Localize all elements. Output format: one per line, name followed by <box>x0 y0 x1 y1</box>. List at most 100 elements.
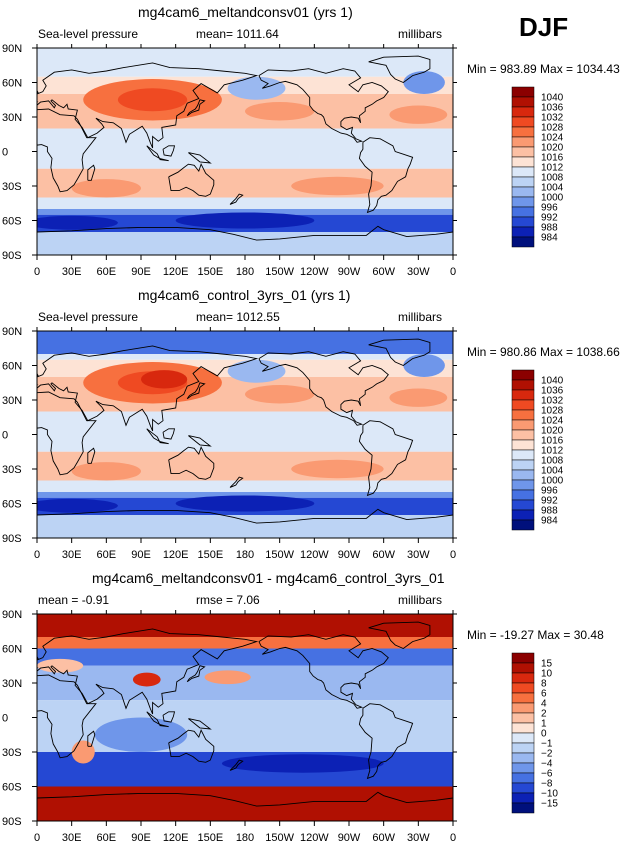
blob-southern-low <box>175 495 315 512</box>
y-tick-label: 30N <box>2 112 22 124</box>
blob-tibet-positive <box>132 672 161 687</box>
colorbar-level-label: 1012 <box>541 446 564 457</box>
y-tick-label: 60N <box>2 644 22 656</box>
colorbar-swatch <box>511 499 535 511</box>
x-tick-label: 0 <box>34 832 40 844</box>
blob-pacific-high <box>244 102 315 121</box>
colorbar-level-label: −15 <box>541 799 558 810</box>
colorbar-swatch <box>511 509 535 521</box>
x-tick-label: 120E <box>163 832 189 844</box>
colorbar-swatch <box>511 136 535 148</box>
panel-2-title: mg4cam6_control_3yrs_01 (yrs 1) <box>138 287 351 303</box>
colorbar-swatch <box>511 116 535 128</box>
y-tick-label: 90N <box>2 609 22 621</box>
field-band-antarctica <box>37 232 453 255</box>
coastline-2 <box>168 163 215 197</box>
y-tick-label: 60N <box>2 78 22 90</box>
map-panel-2: 0 30E 60E 90E 120E 150E 180 150W 120W 90W 60W 30W 09… <box>2 326 457 561</box>
field-band-tropic-diff <box>37 700 453 752</box>
field-band-south-storm-edge <box>37 492 453 498</box>
y-tick-label: 0 <box>2 147 8 159</box>
coastline-2 <box>168 446 215 480</box>
colorbar-level-label: 1008 <box>541 456 564 467</box>
x-tick-label: 120E <box>163 549 189 561</box>
colorbar-panel-1: 1040103610321028102410201016101210081004… <box>511 86 564 248</box>
blob-southern-low <box>175 212 315 229</box>
colorbar-level-label: 0 <box>541 729 547 740</box>
blob-azores-high <box>389 388 448 407</box>
y-tick-label: 0 <box>2 713 8 725</box>
coastline-4 <box>358 420 414 497</box>
map-panel-3: 0 30E 60E 90E 120E 150E 180 150W 120W 90W 60W 30W 09… <box>2 609 457 844</box>
colorbar-swatch <box>511 146 535 158</box>
map-field <box>37 614 453 821</box>
colorbar-level-label: 1 <box>541 719 547 730</box>
colorbar-swatch <box>511 186 535 198</box>
x-tick-label: 30E <box>62 832 82 844</box>
coastline-0 <box>37 62 259 149</box>
y-tick-label: 30S <box>2 181 22 193</box>
colorbar-swatch <box>511 419 535 431</box>
y-tick-label: 30N <box>2 678 22 690</box>
x-tick-label: 0 <box>34 266 40 278</box>
colorbar-swatch <box>511 126 535 138</box>
map-field <box>37 331 453 538</box>
colorbar-swatch <box>511 106 535 118</box>
colorbar-swatch <box>511 782 535 794</box>
x-tick-label: 0 <box>34 549 40 561</box>
colorbar-swatch <box>511 236 535 248</box>
colorbar-swatch <box>511 449 535 461</box>
colorbar-swatch <box>511 86 535 98</box>
x-tick-label: 30W <box>407 266 430 278</box>
coastline-5 <box>368 621 431 650</box>
blob-south-pacific-negative <box>221 754 384 773</box>
blob-southern-low-2 <box>37 498 118 513</box>
colorbar-level-label: 1004 <box>541 466 564 477</box>
x-tick-label: 120W <box>300 549 329 561</box>
colorbar-swatch <box>511 692 535 704</box>
coastline-7 <box>186 665 206 683</box>
panel-2-units: millibars <box>398 310 443 324</box>
coastline-3 <box>258 68 389 143</box>
coastline-2 <box>168 729 215 763</box>
x-tick-label: 150W <box>265 832 294 844</box>
blob-south-pacific-high <box>291 459 384 479</box>
blob-indian-high <box>71 179 141 198</box>
colorbar-level-label: 988 <box>541 506 558 517</box>
x-tick-label: 120E <box>163 266 189 278</box>
colorbar-level-label: 1016 <box>541 153 564 164</box>
colorbar-level-label: 1024 <box>541 416 564 427</box>
x-tick-label: 30W <box>407 832 430 844</box>
field-band-subtropic-diff <box>37 665 453 701</box>
colorbar-level-label: 1032 <box>541 396 564 407</box>
panel-3-units: millibars <box>398 593 443 607</box>
x-tick-label: 0 <box>450 549 456 561</box>
x-tick-label: 90E <box>131 266 151 278</box>
y-tick-label: 90N <box>2 326 22 338</box>
coastline-11 <box>162 145 176 157</box>
field-band-south-mid <box>37 480 453 492</box>
coastline-8 <box>37 89 39 94</box>
coastline-4 <box>358 137 414 214</box>
colorbar-swatch <box>511 722 535 734</box>
panel-1-mean: mean= 1011.64 <box>196 27 279 41</box>
blob-siberian-high-peak <box>141 370 188 389</box>
coastline-12 <box>146 428 161 443</box>
coastline-1 <box>37 391 97 476</box>
colorbar-swatch <box>511 792 535 804</box>
season-label: DJF <box>519 12 569 42</box>
colorbar-level-label: 1028 <box>541 123 564 134</box>
colorbar-level-label: 996 <box>541 203 558 214</box>
coastline-9 <box>87 730 96 747</box>
blob-indian-high <box>71 462 141 481</box>
colorbar-level-label: 1028 <box>541 406 564 417</box>
x-tick-label: 0 <box>450 266 456 278</box>
colorbar-swatch <box>511 369 535 381</box>
colorbar-swatch <box>511 439 535 451</box>
colorbar-swatch <box>511 702 535 714</box>
y-tick-label: 30N <box>2 395 22 407</box>
coastline-11 <box>162 428 176 440</box>
field-band-arctic-diff <box>37 614 453 637</box>
coastline-14 <box>188 435 212 447</box>
field-band-tropics <box>37 411 453 452</box>
